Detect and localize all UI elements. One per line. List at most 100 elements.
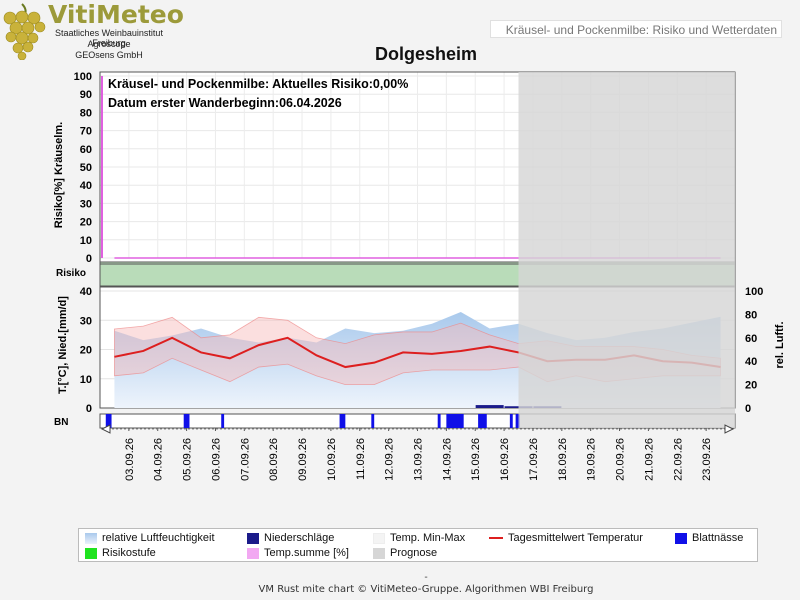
- humidity-tick-label: 0: [745, 403, 751, 415]
- leaf-wetness-bar: [437, 414, 441, 428]
- temp-tick-label: 30: [80, 315, 92, 327]
- date-tick-label: 13.09.26: [413, 438, 425, 481]
- date-tick-label: 20.09.26: [615, 438, 627, 481]
- legend-item-risk: Risikostufe: [85, 547, 156, 559]
- leaf-wetness-bar: [446, 414, 464, 428]
- brand-title: VitiMeteo: [48, 0, 184, 29]
- legend-item-temp-band: Temp. Min-Max: [373, 532, 465, 544]
- risk-tick-label: 50: [80, 162, 92, 174]
- leaf-wetness-bar: [515, 414, 520, 428]
- institute-label: Staatliches Weinbauinstitut Freiburg: [55, 28, 163, 48]
- temp-axis-title: T.[°C], Nied.[mm/d]: [57, 296, 69, 394]
- risk-tick-label: 70: [80, 126, 92, 138]
- legend-item-temp-mean: Tagesmittelwert Temperatur: [489, 532, 643, 544]
- temp-tick-label: 0: [86, 403, 92, 415]
- legend-item-leaf: Blattnässe: [675, 532, 743, 544]
- rain-swatch: [247, 532, 259, 544]
- date-tick-label: 05.09.26: [182, 438, 194, 481]
- forecast-overlay: [518, 72, 735, 428]
- legend: relative Luftfeuchtigkeit Niederschläge …: [78, 528, 758, 562]
- leaf-wetness-bar: [221, 414, 225, 428]
- footer-dash: -: [424, 572, 428, 583]
- risk-tick-label: 10: [80, 235, 92, 247]
- partner-label: Agroscope: [87, 39, 131, 49]
- date-tick-label: 23.09.26: [701, 438, 713, 481]
- legend-label: Temp. Min-Max: [390, 532, 466, 544]
- risk-axis-title: Risiko[%] Kräuselm.: [53, 122, 65, 228]
- risk-tick-label: 90: [80, 89, 92, 101]
- humidity-tick-label: 60: [745, 333, 757, 345]
- date-tick-label: 21.09.26: [643, 438, 655, 481]
- temp-tick-label: 20: [80, 345, 92, 357]
- leaf-wetness-bar: [478, 414, 487, 428]
- date-tick-label: 07.09.26: [239, 438, 251, 481]
- legend-label: Risikostufe: [102, 547, 156, 559]
- leaf-wetness-bar: [183, 414, 190, 428]
- risk-tick-label: 40: [80, 180, 92, 192]
- leaf-wetness-bar: [105, 414, 112, 428]
- date-tick-label: 11.09.26: [355, 438, 367, 480]
- chart-area: 0 10 20 30 40 50 60 70 80 90 100 0 10 20 30 40 0 20 40 60 80…: [53, 71, 786, 481]
- date-tick-label: 10.09.26: [326, 438, 338, 481]
- risk-tick-label: 100: [74, 71, 92, 83]
- risk-tick-label: 30: [80, 198, 92, 210]
- legend-item-tempsum: Temp.summe [%]: [247, 547, 349, 559]
- bn-row-label: BN: [54, 417, 68, 428]
- rain-bar: [475, 405, 504, 408]
- risk-tick-label: 20: [80, 217, 92, 229]
- grape-logo-icon: [3, 3, 46, 60]
- humidity-axis-title: rel. Luftf.: [774, 321, 786, 368]
- risk-row-label: Risiko: [56, 268, 86, 279]
- date-tick-label: 09.09.26: [297, 438, 309, 481]
- chart-text: 0 10 20 30 40 50 60 70 80 90 100 0 10 20 30 40 0 20 40 60 80…: [53, 71, 786, 481]
- date-tick-label: 04.09.26: [153, 438, 165, 481]
- humidity-tick-label: 100: [745, 286, 763, 298]
- humidity-tick-label: 20: [745, 380, 757, 392]
- legend-label: Tagesmittelwert Temperatur: [508, 532, 643, 544]
- tempsum-swatch: [247, 547, 259, 559]
- date-tick-label: 15.09.26: [470, 438, 482, 481]
- leaf-wetness-bar: [371, 414, 375, 428]
- date-tick-label: 03.09.26: [124, 438, 136, 481]
- mean-swatch: [489, 537, 503, 539]
- date-tick-label: 06.09.26: [210, 438, 222, 481]
- scroll-right-icon: [724, 424, 735, 434]
- leaf-wetness-bar: [509, 414, 513, 428]
- date-tick-label: 16.09.26: [499, 438, 511, 481]
- date-tick-label: 17.09.26: [528, 438, 540, 481]
- scroll-left-icon: [100, 424, 111, 434]
- partner-label-2: GEOsens GmbH: [75, 50, 143, 60]
- leaf-swatch: [675, 532, 687, 544]
- forecast-swatch: [373, 547, 385, 559]
- temp-tick-label: 40: [80, 286, 92, 298]
- station-title: Dolgesheim: [374, 44, 478, 64]
- date-tick-label: 12.09.26: [384, 438, 396, 481]
- risk-tick-label: 80: [80, 107, 92, 119]
- risk-tick-label: 0: [86, 253, 92, 265]
- date-tick-label: 08.09.26: [268, 438, 280, 481]
- date-tick-label: 18.09.26: [557, 438, 569, 481]
- legend-label: Niederschläge: [264, 532, 335, 544]
- legend-label: Prognose: [390, 547, 438, 559]
- risk-tick-label: 60: [80, 144, 92, 156]
- legend-label: Temp.summe [%]: [264, 547, 349, 559]
- risk-swatch: [85, 547, 97, 559]
- legend-item-forecast: Prognose: [373, 547, 437, 559]
- legend-item-humidity: relative Luftfeuchtigkeit: [85, 532, 215, 544]
- legend-item-rain: Niederschläge: [247, 532, 334, 544]
- humidity-tick-label: 40: [745, 356, 757, 368]
- wander-annotation: Datum erster Wanderbeginn:06.04.2026: [108, 96, 342, 110]
- date-tick-label: 14.09.26: [441, 438, 453, 481]
- chart-type-label: Kräusel- und Pockenmilbe: Risiko und Wet…: [490, 20, 782, 38]
- temp-tick-label: 10: [80, 374, 92, 386]
- date-tick-label: 22.09.26: [672, 438, 684, 481]
- date-tick-label: 19.09.26: [586, 438, 598, 481]
- band-swatch: [373, 532, 385, 544]
- legend-label: relative Luftfeuchtigkeit: [102, 532, 215, 544]
- legend-label: Blattnässe: [692, 532, 744, 544]
- leaf-wetness-bar: [339, 414, 346, 428]
- chart-marks: [100, 72, 735, 434]
- humidity-tick-label: 80: [745, 309, 757, 321]
- footer-credits: VM Rust mite chart © VitiMeteo-Gruppe. A…: [258, 584, 594, 595]
- risk-annotation: Kräusel- und Pockenmilbe: Aktuelles Risi…: [108, 77, 408, 91]
